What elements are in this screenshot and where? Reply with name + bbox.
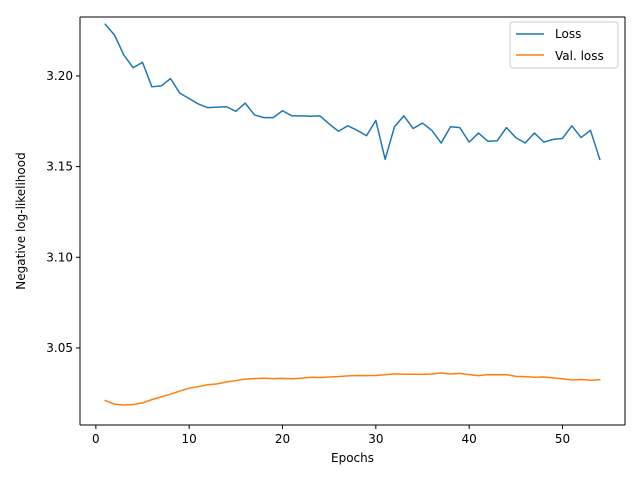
x-tick-label: 10 xyxy=(182,432,197,446)
axes-frame xyxy=(79,16,626,426)
legend-label-val-loss: Val. loss xyxy=(555,49,604,63)
series-line-loss xyxy=(104,23,601,161)
plot-area xyxy=(80,17,625,425)
x-tick-label: 50 xyxy=(555,432,570,446)
series-line-val-loss xyxy=(104,372,601,406)
x-tick-label: 20 xyxy=(275,432,290,446)
legend-label-loss: Loss xyxy=(555,27,581,41)
x-tick-label: 30 xyxy=(368,432,383,446)
legend: Loss Val. loss xyxy=(509,21,619,69)
x-tick-label: 0 xyxy=(92,432,100,446)
series-lines xyxy=(104,23,601,406)
x-axis-ticks: 0 10 20 30 40 50 xyxy=(92,425,570,446)
x-tick-label: 40 xyxy=(462,432,477,446)
y-tick-label: 3.05 xyxy=(46,341,73,355)
x-axis-label: Epochs xyxy=(331,451,374,465)
y-axis-label: Negative log-likelihood xyxy=(14,152,28,289)
y-tick-label: 3.20 xyxy=(46,69,73,83)
y-axis-ticks: 3.05 3.10 3.15 3.20 xyxy=(46,69,80,355)
y-tick-label: 3.10 xyxy=(46,250,73,264)
y-tick-label: 3.15 xyxy=(46,160,73,174)
